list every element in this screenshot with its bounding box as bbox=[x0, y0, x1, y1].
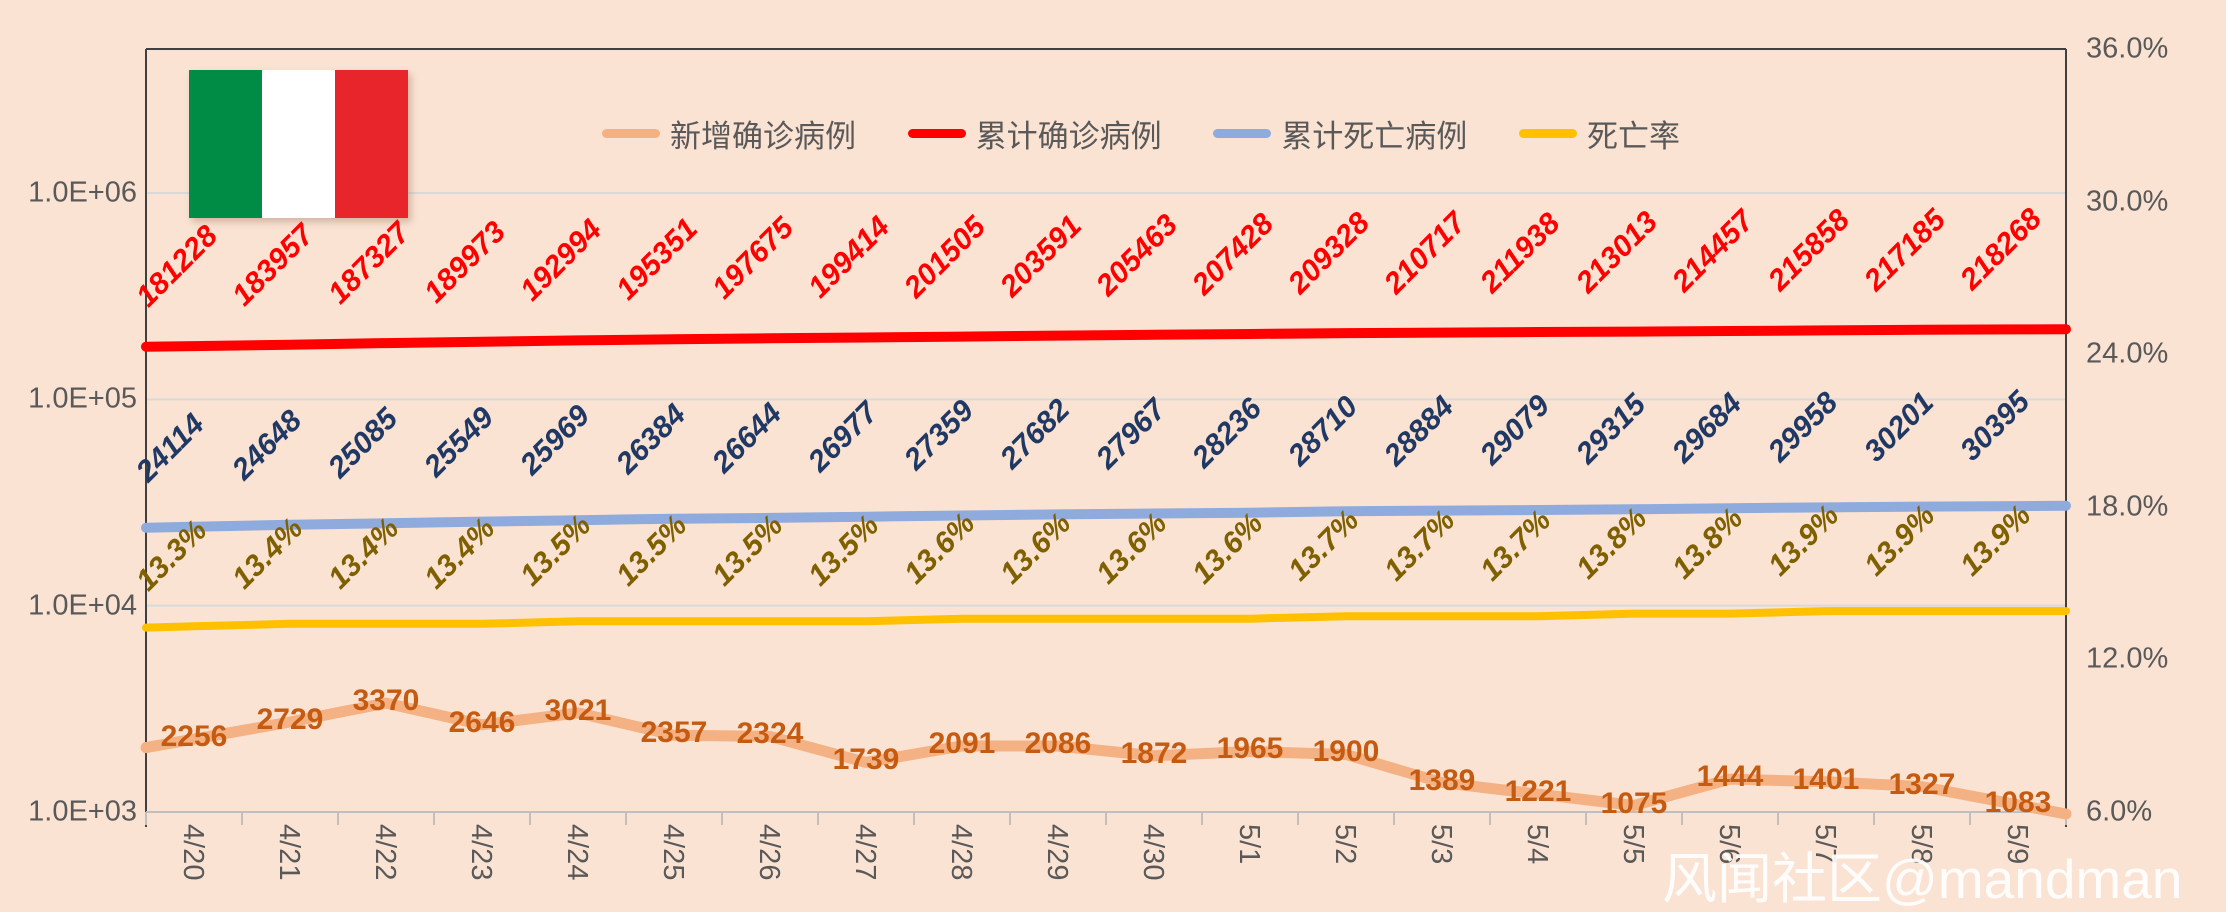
right-axis-label: 30.0% bbox=[2086, 185, 2169, 218]
x-axis-label: 5/2 bbox=[1329, 824, 1361, 865]
legend-item-累计死亡病例: 累计死亡病例 bbox=[1213, 111, 1467, 156]
data-label-new-cases: 1075 bbox=[1600, 786, 1668, 820]
legend-item-死亡率: 死亡率 bbox=[1518, 111, 1680, 156]
legend-label: 新增确诊病例 bbox=[670, 118, 856, 154]
legend-item-新增确诊病例: 新增确诊病例 bbox=[602, 111, 856, 156]
chart-legend: 新增确诊病例 累计确诊病例 累计死亡病例 死亡率 bbox=[602, 112, 1680, 154]
data-label-new-cases: 2091 bbox=[928, 726, 996, 760]
right-axis-label: 36.0% bbox=[2086, 32, 2169, 65]
series-line-新增确诊病例 bbox=[140, 697, 2072, 820]
data-label-new-cases: 2357 bbox=[640, 716, 708, 750]
flag-green-stripe bbox=[189, 70, 262, 218]
legend-label: 累计死亡病例 bbox=[1281, 118, 1468, 154]
x-axis-label: 4/20 bbox=[177, 824, 209, 881]
data-label-new-cases: 3021 bbox=[544, 693, 612, 727]
data-label-new-cases: 1221 bbox=[1504, 775, 1572, 809]
data-label-new-cases: 1739 bbox=[832, 743, 900, 777]
data-label-new-cases: 2086 bbox=[1024, 727, 1092, 761]
x-axis-label: 5/1 bbox=[1233, 824, 1265, 865]
x-axis-label: 4/23 bbox=[465, 824, 497, 881]
data-label-new-cases: 3370 bbox=[352, 684, 420, 718]
data-label-new-cases: 1444 bbox=[1696, 760, 1764, 794]
data-label-new-cases: 1389 bbox=[1408, 763, 1476, 797]
x-axis-label: 5/5 bbox=[1617, 824, 1649, 865]
x-axis-label: 5/4 bbox=[1521, 824, 1553, 865]
watermark: 风闻社区@mandman bbox=[1662, 848, 2183, 910]
x-axis-label: 4/26 bbox=[753, 824, 785, 881]
legend-label: 死亡率 bbox=[1586, 118, 1680, 154]
data-label-new-cases: 2646 bbox=[448, 705, 516, 739]
right-axis-label: 24.0% bbox=[2086, 337, 2169, 370]
left-axis-label: 1.0E+05 bbox=[28, 382, 137, 415]
legend-swatch bbox=[1518, 128, 1577, 138]
legend-swatch bbox=[602, 128, 660, 138]
data-label-new-cases: 1900 bbox=[1312, 735, 1380, 769]
series-line-死亡率 bbox=[142, 607, 2070, 632]
data-label-new-cases: 2324 bbox=[736, 717, 804, 751]
x-axis-label: 4/28 bbox=[945, 824, 977, 881]
x-axis-label: 4/25 bbox=[657, 824, 689, 881]
legend-swatch bbox=[1213, 128, 1272, 138]
x-axis-label: 4/21 bbox=[273, 824, 305, 881]
x-axis-label: 4/24 bbox=[561, 824, 593, 881]
x-axis-label: 4/22 bbox=[369, 824, 401, 881]
x-axis-label: 4/27 bbox=[849, 824, 881, 881]
x-axis-label: 5/3 bbox=[1425, 824, 1457, 865]
x-axis-label: 4/29 bbox=[1041, 824, 1073, 881]
data-label-new-cases: 1965 bbox=[1216, 732, 1284, 766]
flag-red-stripe bbox=[335, 70, 408, 218]
data-label-new-cases: 1872 bbox=[1120, 736, 1188, 770]
legend-label: 累计确诊病例 bbox=[975, 118, 1162, 154]
data-label-new-cases: 1401 bbox=[1792, 762, 1860, 796]
series-line-累计确诊病例 bbox=[141, 324, 2071, 352]
data-label-new-cases: 2256 bbox=[160, 720, 228, 754]
right-axis-label: 6.0% bbox=[2086, 795, 2153, 828]
flag-white-stripe bbox=[262, 70, 335, 218]
data-label-new-cases: 2729 bbox=[256, 703, 324, 737]
left-axis-label: 1.0E+04 bbox=[28, 589, 137, 622]
legend-item-累计确诊病例: 累计确诊病例 bbox=[907, 111, 1162, 156]
left-axis-label: 1.0E+03 bbox=[28, 795, 137, 828]
x-axis-label: 4/30 bbox=[1137, 824, 1169, 881]
left-axis-label: 1.0E+06 bbox=[28, 176, 137, 209]
legend-swatch bbox=[907, 128, 966, 138]
right-axis-label: 12.0% bbox=[2086, 642, 2169, 675]
italy-flag bbox=[189, 70, 408, 218]
right-axis-label: 18.0% bbox=[2086, 490, 2169, 523]
series-line-累计死亡病例 bbox=[141, 500, 2071, 533]
data-label-new-cases: 1327 bbox=[1888, 767, 1956, 801]
data-label-new-cases: 1083 bbox=[1984, 785, 2052, 819]
